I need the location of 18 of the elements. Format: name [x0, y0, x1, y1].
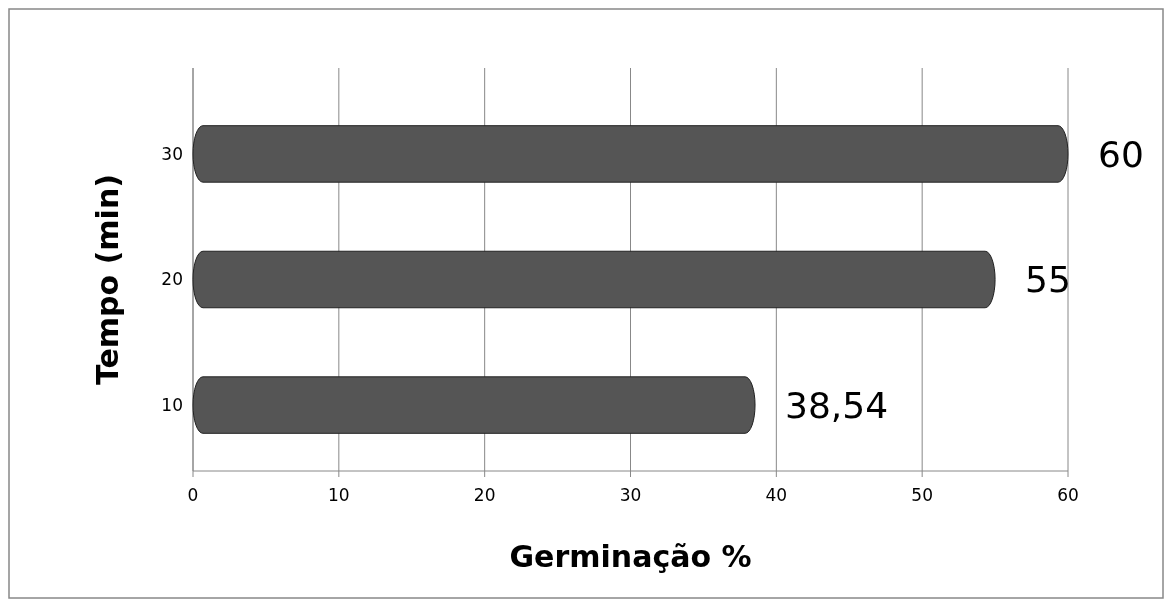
y-tick-label: 20	[161, 269, 183, 290]
x-tick-label: 50	[911, 485, 933, 505]
data-label: 55	[1025, 259, 1071, 301]
y-axis-title: Tempo (min)	[90, 174, 125, 385]
x-tick-label: 60	[1057, 485, 1079, 505]
bar	[192, 125, 1069, 183]
x-tick-label: 30	[619, 485, 642, 505]
y-tick-label: 10	[161, 395, 183, 416]
x-tick-label: 0	[187, 485, 199, 505]
data-label: 38,54	[785, 384, 889, 426]
bar	[192, 250, 996, 309]
x-tick-label: 10	[328, 485, 350, 505]
x-tick-label: 40	[765, 485, 788, 505]
bar	[192, 376, 756, 434]
y-tick-label: 30	[161, 143, 183, 164]
x-axis-title: Germinação %	[509, 539, 752, 574]
x-tick-label: 20	[473, 485, 496, 505]
data-label: 60	[1098, 133, 1144, 175]
